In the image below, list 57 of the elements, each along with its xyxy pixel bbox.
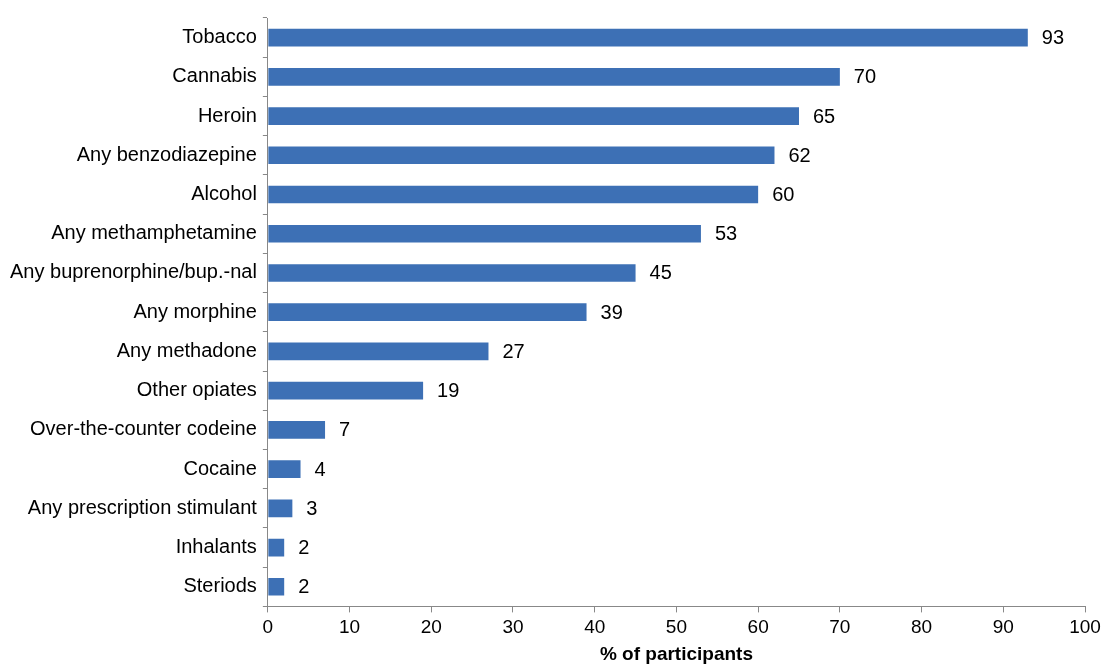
y-tick-label: Any morphine	[133, 299, 257, 322]
x-tick-label: 100	[1069, 616, 1101, 638]
data-label: 7	[339, 418, 351, 441]
bar	[268, 499, 293, 518]
y-tick-label: Any methamphetamine	[51, 221, 257, 244]
data-label: 65	[813, 104, 836, 127]
bar	[268, 421, 326, 439]
bar	[268, 303, 587, 322]
bar	[268, 28, 1028, 47]
x-tick-label: 80	[911, 616, 933, 638]
x-tick-label: 10	[338, 616, 361, 638]
x-tick-label: 20	[420, 616, 442, 638]
data-label: 45	[649, 261, 672, 284]
y-tick-label: Any buprenorphine/bup.-nal	[9, 260, 257, 283]
bar	[268, 342, 489, 361]
x-tick-label: 90	[992, 616, 1014, 638]
x-tick-label: 60	[747, 616, 769, 638]
data-label: 2	[298, 575, 310, 598]
y-tick-label: Cannabis	[172, 64, 257, 87]
x-tick-label: 0	[262, 616, 274, 638]
y-tick-label: Any benzodiazepine	[76, 142, 257, 165]
bar	[268, 185, 759, 204]
bar	[268, 107, 799, 125]
y-tick-label: Steriods	[183, 574, 257, 597]
y-tick-label: Heroin	[197, 103, 257, 126]
data-label: 53	[714, 222, 738, 245]
data-label: 60	[772, 183, 795, 206]
data-label: 62	[788, 143, 811, 166]
bar	[268, 381, 424, 400]
bar	[268, 538, 285, 557]
x-axis-title: % of participants	[599, 642, 753, 664]
x-tick-label: 70	[829, 616, 851, 638]
y-tick-label: Other opiates	[136, 378, 257, 401]
data-label: 70	[853, 65, 877, 88]
bar	[268, 460, 301, 478]
y-tick-label: Any prescription stimulant	[27, 495, 258, 518]
data-label: 93	[1041, 26, 1065, 49]
y-tick-label: Any methadone	[116, 338, 257, 361]
x-tick-label: 50	[665, 616, 687, 638]
bar	[268, 146, 775, 165]
x-tick-label: 40	[584, 616, 606, 638]
y-tick-label: Cocaine	[183, 456, 257, 479]
y-tick-label: Alcohol	[191, 182, 257, 205]
bar	[268, 224, 701, 243]
y-tick-label: Inhalants	[175, 535, 257, 558]
bar	[268, 264, 636, 282]
x-tick-label: 30	[502, 616, 524, 638]
data-label: 27	[502, 339, 525, 362]
data-label: 2	[298, 536, 310, 559]
bar	[268, 577, 285, 596]
data-label: 3	[306, 496, 318, 519]
data-label: 39	[600, 300, 623, 323]
y-tick-label: Over-the-counter codeine	[30, 417, 257, 440]
y-tick-label: Tobacco	[182, 25, 257, 48]
data-label: 4	[314, 457, 326, 480]
data-label: 19	[437, 379, 460, 402]
bar	[268, 68, 840, 86]
